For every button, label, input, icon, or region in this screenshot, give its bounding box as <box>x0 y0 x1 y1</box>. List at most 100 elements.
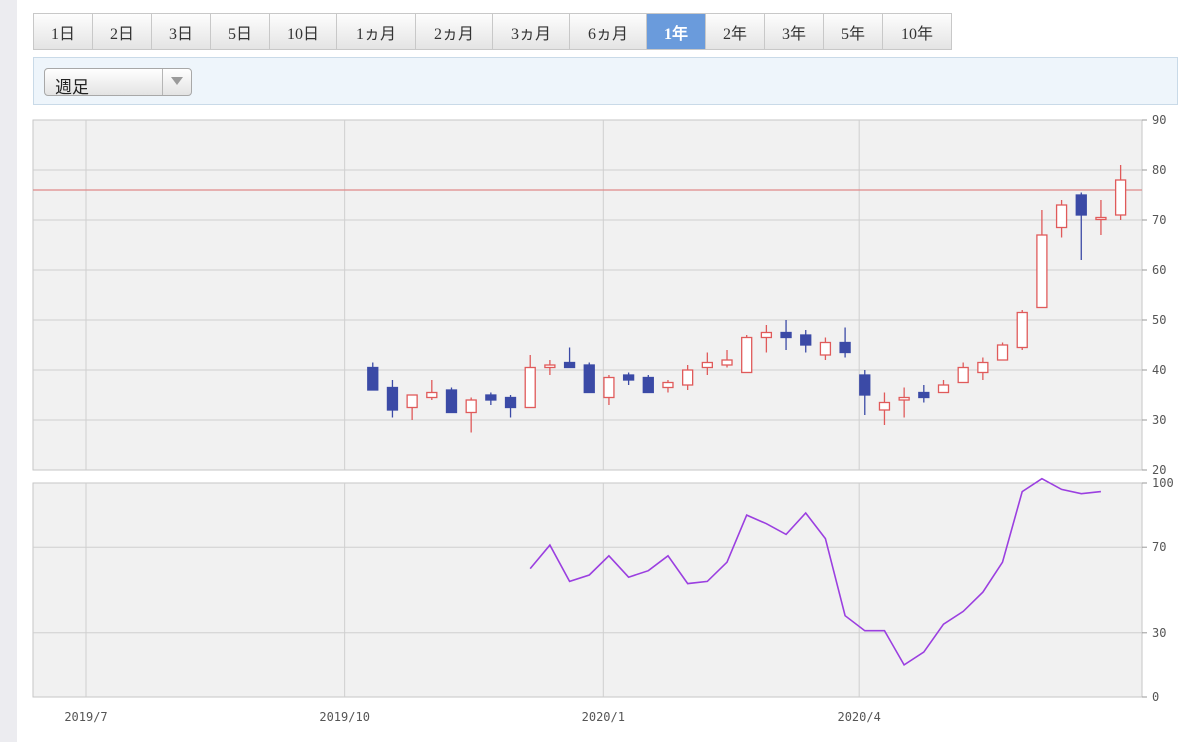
period-tab[interactable]: 1年 <box>647 14 706 49</box>
candle <box>1036 210 1048 309</box>
period-tab[interactable]: 10日 <box>270 14 337 49</box>
x-tick-label: 2020/4 <box>837 710 880 724</box>
period-tab[interactable]: 2日 <box>93 14 152 49</box>
candle-body-down <box>504 396 517 409</box>
candle <box>996 342 1009 361</box>
candle-body-down <box>622 374 635 381</box>
candle <box>1055 200 1068 238</box>
candle <box>760 325 773 353</box>
candle-body-down <box>563 361 576 369</box>
candle <box>583 362 595 394</box>
candle-body-down <box>367 366 379 391</box>
candle-body-down <box>800 334 812 346</box>
price-panel <box>32 119 1143 471</box>
period-tab[interactable]: 5年 <box>824 14 883 49</box>
candle-body-down <box>1075 194 1087 216</box>
frequency-select-toggle[interactable] <box>162 69 191 95</box>
candle-body-down <box>859 374 871 396</box>
rsi-y-tick-label: 100 <box>1152 476 1174 490</box>
candle-body-up <box>977 361 989 374</box>
candle <box>839 327 851 358</box>
chart-toolbar: 週足 <box>33 57 1178 105</box>
candle-body-down <box>386 386 399 411</box>
candle-body-down <box>583 364 595 394</box>
candle <box>642 375 654 394</box>
candle-body-down <box>445 389 458 414</box>
candle <box>1075 192 1087 260</box>
candle <box>406 394 418 420</box>
candle-body-up <box>898 396 910 401</box>
candle-body-up <box>937 384 950 394</box>
price-y-tick-label: 60 <box>1152 263 1166 277</box>
candle <box>937 380 950 394</box>
price-y-tick-label: 40 <box>1152 363 1166 377</box>
candle <box>800 330 812 353</box>
candle-body-down <box>642 376 654 394</box>
candle-body-down <box>780 331 792 339</box>
candle-body-up <box>406 394 418 409</box>
period-tab[interactable]: 3年 <box>765 14 824 49</box>
candle-body-up <box>1016 311 1028 349</box>
candle-body-up <box>603 376 615 399</box>
candle-body-down <box>839 341 851 354</box>
rsi-line <box>529 477 1101 667</box>
candle <box>367 362 379 391</box>
price-y-tick-label: 50 <box>1152 313 1166 327</box>
period-tab[interactable]: 1ヵ月 <box>337 14 416 49</box>
period-tab[interactable]: 10年 <box>900 25 933 43</box>
period-tab[interactable]: 6ヵ月 <box>570 14 647 49</box>
period-tabs: 1日 2日 3日 5日 10日 1ヵ月 2ヵ月 3ヵ月 6ヵ月 1年 2年 3年 5年 10年 <box>33 13 952 50</box>
chevron-down-icon <box>171 77 183 85</box>
candle <box>485 392 497 405</box>
candle <box>859 370 871 415</box>
candle-body-up <box>1055 204 1068 229</box>
candle <box>622 372 635 385</box>
period-tab[interactable]: 2ヵ月 <box>416 14 493 49</box>
candle-body-up <box>957 366 969 384</box>
price-y-tick-label: 70 <box>1152 213 1166 227</box>
rsi-y-tick-label: 30 <box>1152 626 1166 640</box>
candle-body-down <box>485 394 497 401</box>
frequency-select[interactable]: 週足 <box>44 68 192 97</box>
candle-body-up <box>721 359 733 366</box>
period-tab[interactable]: 2年 <box>706 14 765 49</box>
candle <box>544 360 556 375</box>
x-tick-label: 2019/7 <box>64 710 107 724</box>
x-tick-label: 2020/1 <box>582 710 625 724</box>
candle <box>1016 310 1028 350</box>
candle <box>878 392 891 425</box>
candle <box>780 320 792 350</box>
candle <box>682 365 694 390</box>
candle-body-up <box>701 361 713 369</box>
candle-body-up <box>465 399 477 414</box>
candle-body-up <box>819 341 832 356</box>
candle <box>465 397 477 433</box>
candle <box>563 347 576 369</box>
period-tab[interactable]: 1日 <box>34 14 93 49</box>
candle-body-up <box>878 401 891 411</box>
frequency-select-value: 週足 <box>55 78 89 97</box>
price-y-tick-label: 90 <box>1152 113 1166 127</box>
period-tab[interactable]: 5日 <box>211 14 270 49</box>
candle-body-up <box>544 364 556 369</box>
candle <box>1095 200 1107 235</box>
left-edge-strip <box>0 0 17 742</box>
candle-body-up <box>682 369 694 386</box>
candle-body-up <box>741 336 753 374</box>
x-tick-label: 2019/10 <box>319 710 370 724</box>
candle <box>957 362 969 384</box>
candle <box>918 385 930 403</box>
candle-body-up <box>1095 216 1107 221</box>
candle-body-up <box>1114 179 1127 216</box>
candle <box>386 380 399 418</box>
candle-body-up <box>996 344 1009 361</box>
price-y-tick-label: 80 <box>1152 163 1166 177</box>
period-tab[interactable]: 3日 <box>152 14 211 49</box>
price-y-tick-label: 30 <box>1152 413 1166 427</box>
candle <box>741 335 753 374</box>
candle <box>721 350 733 368</box>
candle <box>819 337 832 360</box>
candle <box>898 387 910 418</box>
period-tab[interactable]: 3ヵ月 <box>493 14 570 49</box>
